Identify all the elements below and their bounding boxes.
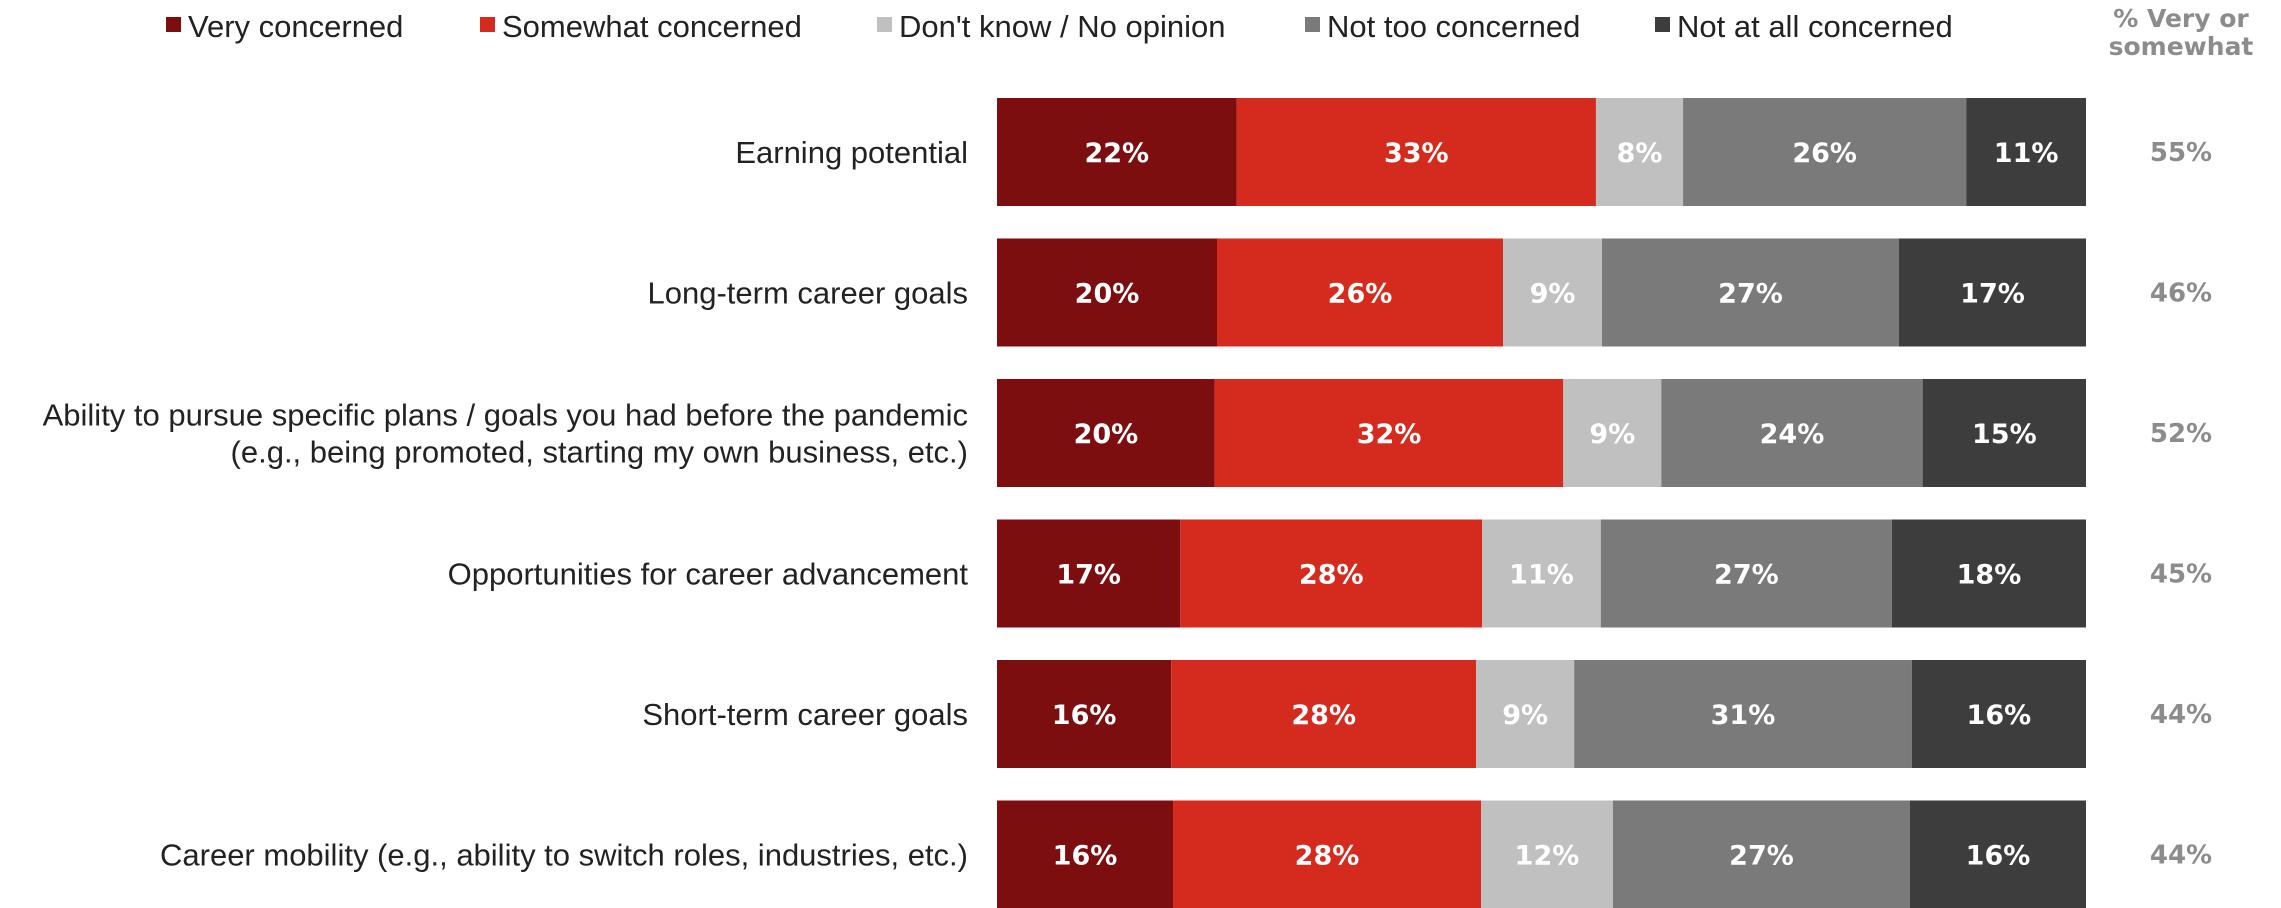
- bar-segment-5-2: [1481, 800, 1613, 908]
- bar-segment-5-3: [1613, 800, 1910, 908]
- legend-swatch-3: [1305, 17, 1320, 32]
- legend-label-0: Very concerned: [188, 9, 403, 44]
- data-label-4-3: 31%: [1711, 700, 1776, 731]
- total-value-3: 45%: [2150, 560, 2212, 590]
- bar-segment-0-3: [1683, 98, 1967, 206]
- bar-segment-2-0: [997, 379, 1215, 487]
- total-column: 55% 46% 52% 45% 44% 44%: [2150, 138, 2212, 871]
- bar-segment-3-1: [1180, 519, 1483, 628]
- bars: 22% 33% 8% 26% 11% 20% 26% 9% 27% 17% 20% 32% 9% 24% 1…: [997, 98, 2086, 908]
- bar-segment-4-2: [1476, 660, 1575, 768]
- data-label-1-4: 17%: [1960, 279, 2025, 310]
- bar-segment-2-4: [1922, 379, 2086, 487]
- data-label-2-1: 32%: [1357, 419, 1422, 450]
- bar-segment-0-4: [1966, 98, 2086, 206]
- bar-segment-2-2: [1563, 379, 1662, 487]
- category-label-0-0: Earning potential: [735, 135, 968, 170]
- data-label-0-3: 26%: [1792, 138, 1857, 169]
- legend-label-1: Somewhat concerned: [502, 9, 802, 44]
- data-label-3-4: 18%: [1957, 560, 2022, 591]
- bar-segment-0-2: [1595, 98, 1684, 206]
- data-label-5-0: 16%: [1053, 841, 1118, 872]
- bar-segment-1-1: [1217, 238, 1503, 347]
- total-value-5: 44%: [2150, 841, 2212, 871]
- bar-segment-1-3: [1602, 238, 1899, 347]
- data-label-4-2: 9%: [1502, 700, 1548, 731]
- data-label-4-4: 16%: [1967, 700, 2032, 731]
- category-label-5-0: Career mobility (e.g., ability to switch…: [160, 838, 968, 873]
- data-label-5-1: 28%: [1295, 841, 1360, 872]
- data-label-1-3: 27%: [1718, 279, 1783, 310]
- data-label-4-0: 16%: [1052, 700, 1117, 731]
- total-header-line-1: somewhat: [2109, 32, 2254, 61]
- legend-label-4: Not at all concerned: [1677, 9, 1953, 44]
- data-label-0-4: 11%: [1994, 138, 2059, 169]
- category-label-2-1: (e.g., being promoted, starting my own b…: [231, 435, 968, 470]
- bar-segment-4-3: [1574, 660, 1912, 768]
- category-label-3-0: Opportunities for career advancement: [448, 557, 969, 592]
- legend-label-2: Don't know / No opinion: [899, 9, 1225, 44]
- legend-swatch-1: [480, 17, 495, 32]
- data-label-5-3: 27%: [1729, 841, 1794, 872]
- legend-swatch-0: [166, 17, 181, 32]
- legend: Very concerned Somewhat concerned Don't kn…: [166, 9, 1953, 44]
- bar-segment-0-1: [1236, 98, 1596, 206]
- legend-label-3: Not too concerned: [1327, 9, 1580, 44]
- data-label-2-4: 15%: [1972, 419, 2037, 450]
- total-value-4: 44%: [2150, 700, 2212, 730]
- category-label-4-0: Short-term career goals: [642, 697, 968, 732]
- data-label-3-0: 17%: [1056, 560, 1121, 591]
- legend-swatch-2: [877, 17, 892, 32]
- data-label-0-2: 8%: [1617, 138, 1663, 169]
- bar-segment-3-0: [997, 519, 1181, 628]
- data-label-1-0: 20%: [1075, 279, 1140, 310]
- bar-segment-4-4: [1911, 660, 2086, 768]
- bar-segment-4-1: [1171, 660, 1477, 768]
- bar-segment-0-0: [997, 98, 1237, 206]
- bar-segment-2-3: [1661, 379, 1923, 487]
- category-label-2-0: Ability to pursue specific plans / goals…: [43, 398, 968, 433]
- legend-swatch-4: [1655, 17, 1670, 32]
- bar-segment-5-0: [997, 800, 1173, 908]
- bar-segment-3-4: [1891, 519, 2086, 628]
- data-label-3-1: 28%: [1299, 560, 1364, 591]
- data-label-5-2: 12%: [1515, 841, 1580, 872]
- bar-segment-3-3: [1600, 519, 1892, 628]
- data-label-3-2: 11%: [1509, 560, 1574, 591]
- data-label-3-3: 27%: [1714, 560, 1779, 591]
- total-header-line-0: % Very or: [2113, 4, 2249, 33]
- data-label-1-2: 9%: [1530, 279, 1576, 310]
- data-label-4-1: 28%: [1291, 700, 1356, 731]
- data-label-2-3: 24%: [1760, 419, 1825, 450]
- total-value-2: 52%: [2150, 419, 2212, 449]
- bar-segment-1-4: [1899, 238, 2086, 347]
- data-label-0-1: 33%: [1384, 138, 1449, 169]
- data-label-2-2: 9%: [1589, 419, 1635, 450]
- bar-segment-5-1: [1173, 800, 1481, 908]
- bar-segment-1-2: [1503, 238, 1602, 347]
- bar-segment-1-0: [997, 238, 1217, 347]
- data-label-1-1: 26%: [1328, 279, 1393, 310]
- data-label-0-0: 22%: [1084, 138, 1149, 169]
- total-value-0: 55%: [2150, 138, 2212, 168]
- category-labels: Earning potential Long-term career goals A…: [43, 135, 969, 873]
- category-label-1-0: Long-term career goals: [648, 276, 969, 311]
- bar-segment-5-4: [1910, 800, 2086, 908]
- data-label-2-0: 20%: [1074, 419, 1139, 450]
- bar-segment-2-1: [1214, 379, 1564, 487]
- data-label-5-4: 16%: [1966, 841, 2031, 872]
- total-value-1: 46%: [2150, 279, 2212, 309]
- bar-segment-3-2: [1482, 519, 1601, 628]
- bar-segment-4-0: [997, 660, 1172, 768]
